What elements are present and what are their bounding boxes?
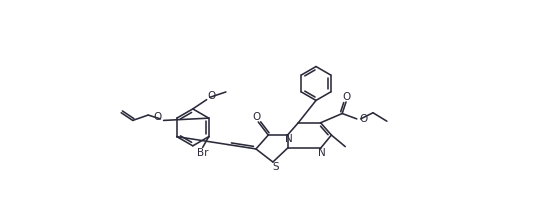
Text: Br: Br: [197, 148, 208, 158]
Text: O: O: [253, 112, 261, 122]
Text: O: O: [343, 92, 351, 102]
Text: O: O: [154, 112, 162, 122]
Text: N: N: [285, 134, 293, 144]
Text: S: S: [272, 162, 278, 172]
Text: N: N: [318, 148, 325, 158]
Text: O: O: [208, 91, 216, 101]
Text: O: O: [359, 114, 367, 124]
